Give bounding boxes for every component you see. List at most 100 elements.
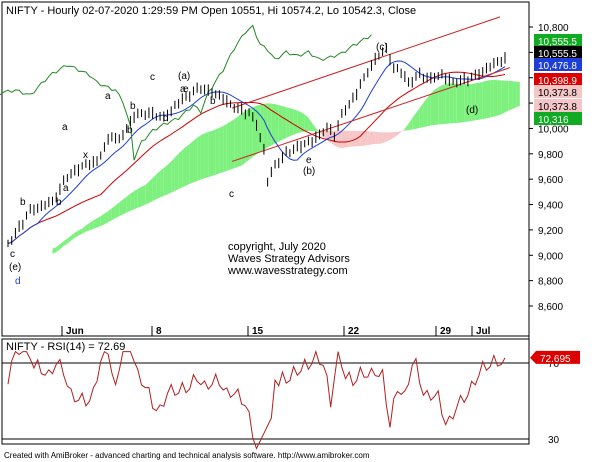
cloud-segment: [308, 117, 313, 132]
cloud-segment: [341, 130, 346, 149]
cloud-segment: [256, 104, 261, 155]
cloud-segment: [415, 107, 420, 129]
cloud-segment: [267, 103, 272, 148]
cloud-segment: [152, 174, 157, 202]
wave-label: a: [105, 91, 111, 102]
cloud-segment: [275, 104, 279, 144]
rsi-pane-frame: [1, 338, 530, 445]
rsi-tick-label: 70: [548, 359, 560, 370]
cloud-segment: [197, 135, 201, 181]
cloud-segment: [382, 132, 387, 144]
cloud-segment: [145, 181, 149, 205]
cloud-segment: [364, 131, 368, 146]
x-tick-label: 22: [348, 326, 360, 337]
cloud-segment: [234, 116, 238, 169]
y-tick-label: 9,000: [538, 251, 563, 262]
rsi-title: NIFTY - RSI(14) = 72.69: [6, 341, 125, 353]
rsi-line: [7, 349, 506, 450]
cloud-segment: [456, 83, 461, 123]
wave-label: (e): [9, 262, 21, 273]
cloud-segment: [156, 170, 161, 200]
cloud-segment: [148, 178, 153, 203]
cloud-segment: [108, 208, 112, 223]
cloud-segment: [408, 118, 413, 131]
cloud-segment: [100, 213, 105, 227]
y-tick-label: 9,400: [538, 201, 563, 212]
cloud-segment: [126, 193, 131, 213]
channel-lower: [231, 67, 511, 162]
cloud-segment: [419, 102, 424, 128]
cloud-segment: [397, 131, 402, 136]
cloud-segment: [67, 235, 72, 244]
value-tag-box: [534, 99, 582, 112]
cloud-segment: [467, 83, 472, 122]
cloud-segment: [263, 103, 268, 150]
cloud-segment: [490, 79, 494, 118]
cloud-segment: [334, 130, 339, 148]
price-pane-frame: [1, 1, 530, 337]
cloud-segment: [134, 188, 138, 210]
cloud-segment: [445, 83, 450, 124]
cloud-segment: [378, 132, 383, 144]
cloud-segment: [453, 83, 457, 124]
cloud-segment: [171, 157, 175, 193]
cloud-segment: [475, 82, 480, 121]
cloud-segment: [371, 131, 376, 145]
cloud-segment: [200, 133, 205, 180]
cloud-segment: [297, 110, 302, 134]
cloud-segment: [505, 80, 509, 113]
cloud-segment: [471, 83, 476, 121]
cloud-segment: [63, 238, 68, 247]
cloud-segment: [482, 80, 487, 120]
cloud-segment: [252, 105, 257, 157]
cloud-segment: [122, 196, 127, 215]
rsi-value-tag-text: 72.695: [540, 354, 571, 365]
wave-label: b: [130, 101, 136, 112]
value-tag-box: [534, 112, 582, 125]
cloud-segment: [178, 150, 183, 190]
cloud-segment: [304, 114, 309, 132]
value-tag-box: [534, 34, 582, 47]
cloud-segment: [271, 103, 276, 146]
wave-label: d: [15, 276, 21, 287]
value-tag-text: 10,373.8: [538, 88, 577, 99]
wave-label: c: [229, 189, 234, 200]
cloud-segment: [449, 83, 454, 124]
cloud-segment: [204, 132, 209, 179]
cloud-segment: [141, 184, 146, 207]
footer-credit: Created with AmiBroker - advanced charti…: [4, 451, 370, 460]
wave-label: d: [163, 113, 169, 124]
cloud-segment: [338, 130, 342, 149]
rsi-value-tag: [530, 350, 580, 364]
value-tag-box: [534, 73, 582, 86]
cloud-segment: [111, 205, 116, 221]
value-tag-text: 10,555.5: [538, 37, 577, 48]
cloud-segment: [211, 129, 216, 176]
cloud-segment: [245, 108, 250, 163]
wave-label: (a): [178, 71, 190, 82]
cloud-segment: [349, 130, 353, 147]
cloud-segment: [215, 127, 220, 175]
cloud-segment: [97, 216, 101, 228]
cloud-segment: [85, 222, 90, 232]
cloud-segment: [393, 131, 398, 138]
x-tick-label: 8: [156, 326, 162, 337]
cloud-segment: [301, 112, 305, 133]
annotation-line-2: Waves Strategy Advisors: [228, 253, 350, 265]
rsi-tick-label: 30: [548, 435, 560, 446]
cloud-segment: [104, 211, 109, 225]
cloud-segment: [208, 130, 212, 178]
y-tick-label: 9,800: [538, 150, 563, 161]
y-tick-label: 8,600: [538, 302, 563, 313]
cloud-segment: [137, 186, 142, 208]
cloud-segment: [390, 132, 394, 140]
wave-label: a: [63, 183, 69, 194]
cloud-segment: [412, 112, 416, 130]
wave-label: e: [306, 155, 312, 166]
cloud-segment: [286, 107, 290, 138]
cloud-segment: [115, 202, 120, 219]
wave-label: c: [10, 249, 15, 260]
annotation-line-3: www.wavesstrategy.com: [227, 265, 348, 277]
cloud-segment: [282, 106, 287, 140]
x-tick-label: Jun: [66, 326, 84, 337]
